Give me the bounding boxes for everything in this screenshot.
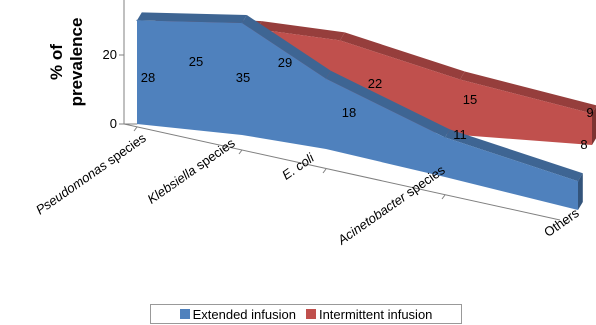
value-axis-labels: 02040% ofprevalence: [47, 18, 117, 131]
area-top-face-e-coli: [326, 70, 450, 138]
category-label-acinetobacter-species: Acinetobacter species: [334, 162, 448, 248]
category-label-normal-part: Others: [541, 205, 582, 240]
value-axis-title-line: prevalence: [67, 18, 86, 107]
data-label-intermittent-others: 9: [586, 105, 593, 120]
data-point-extended-infusion-others: [577, 180, 579, 182]
category-label-italic-part: E. coli: [279, 150, 318, 183]
data-label-intermittent-e-coli: 22: [368, 76, 382, 91]
x-tick-mark: [238, 149, 243, 155]
category-label-normal-part: species: [190, 135, 238, 175]
data-label-intermittent-pseudomonas-species: 25: [189, 54, 203, 69]
area-top-face-klebsiella-species: [257, 21, 345, 41]
x-tick-mark: [441, 194, 446, 200]
area-end-cap: [578, 173, 583, 210]
category-label-others: Others: [541, 205, 582, 240]
data-label-extended-klebsiella-species: 35: [236, 70, 250, 85]
category-label-e-coli: E. coli: [279, 150, 318, 183]
category-label-italic-part: Klebsiella: [144, 163, 198, 207]
data-label-extended-e-coli: 18: [342, 105, 356, 120]
x-tick-mark: [563, 221, 568, 227]
legend-item-extended: Extended infusion: [179, 306, 296, 322]
category-label-normal-part: species: [101, 130, 149, 170]
area-top-face-acinetobacter-species: [445, 129, 583, 182]
data-point-extended-infusion-acinetobacter-species: [444, 136, 446, 138]
legend-swatch-intermittent: [305, 309, 316, 319]
data-point-extended-infusion-e-coli: [325, 78, 327, 80]
legend-label-intermittent: Intermittent infusion: [318, 306, 433, 322]
series-extended-infusion: [136, 12, 583, 211]
x-tick-mark: [133, 126, 138, 132]
category-label-italic-part: Acinetobacter: [334, 189, 409, 248]
legend-swatch-extended: [179, 309, 190, 319]
area-top-face-e-coli: [340, 32, 465, 80]
area-top-face-pseudomonas-species: [137, 12, 247, 23]
x-tick-mark: [322, 168, 327, 174]
data-point-intermittent-infusion-e-coli: [339, 39, 341, 42]
value-axis-title: % ofprevalence: [47, 18, 86, 107]
area-front-face-extended-infusion: [137, 20, 578, 211]
data-label-extended-others: 8: [580, 137, 587, 152]
y-tick-label: 0: [110, 116, 117, 131]
category-label-klebsiella-species: Klebsiella species: [144, 135, 238, 207]
area-top-face-klebsiella-species: [242, 15, 331, 79]
area-top-face-acinetobacter-species: [460, 71, 596, 114]
data-labels: 25 29 22 15 9 28 35 18 11 8: [141, 54, 594, 152]
legend-item-intermittent: Intermittent infusion: [305, 306, 433, 322]
data-label-extended-pseudomonas-species: 28: [141, 70, 155, 85]
data-point-intermittent-infusion-acinetobacter-species: [459, 78, 461, 81]
data-label-intermittent-klebsiella-species: 29: [278, 55, 292, 70]
category-axis-line: [123, 123, 561, 221]
value-axis-title-line: % of: [47, 44, 66, 80]
legend-label-extended: Extended infusion: [192, 306, 296, 322]
category-label-italic-part: Pseudomonas: [33, 157, 110, 217]
data-point-intermittent-infusion-others: [591, 112, 593, 115]
data-label-extended-acinetobacter-species: 11: [453, 127, 467, 142]
data-point-extended-infusion-pseudomonas-species: [136, 19, 138, 21]
data-point-extended-infusion-klebsiella-species: [241, 22, 243, 24]
category-label-pseudomonas-species: Pseudomonas species: [33, 130, 149, 218]
legend: Extended infusion Intermittent infusion: [150, 304, 462, 324]
data-label-intermittent-acinetobacter-species: 15: [463, 92, 477, 107]
y-tick-label: 20: [103, 47, 117, 62]
area-end-cap: [592, 106, 596, 145]
